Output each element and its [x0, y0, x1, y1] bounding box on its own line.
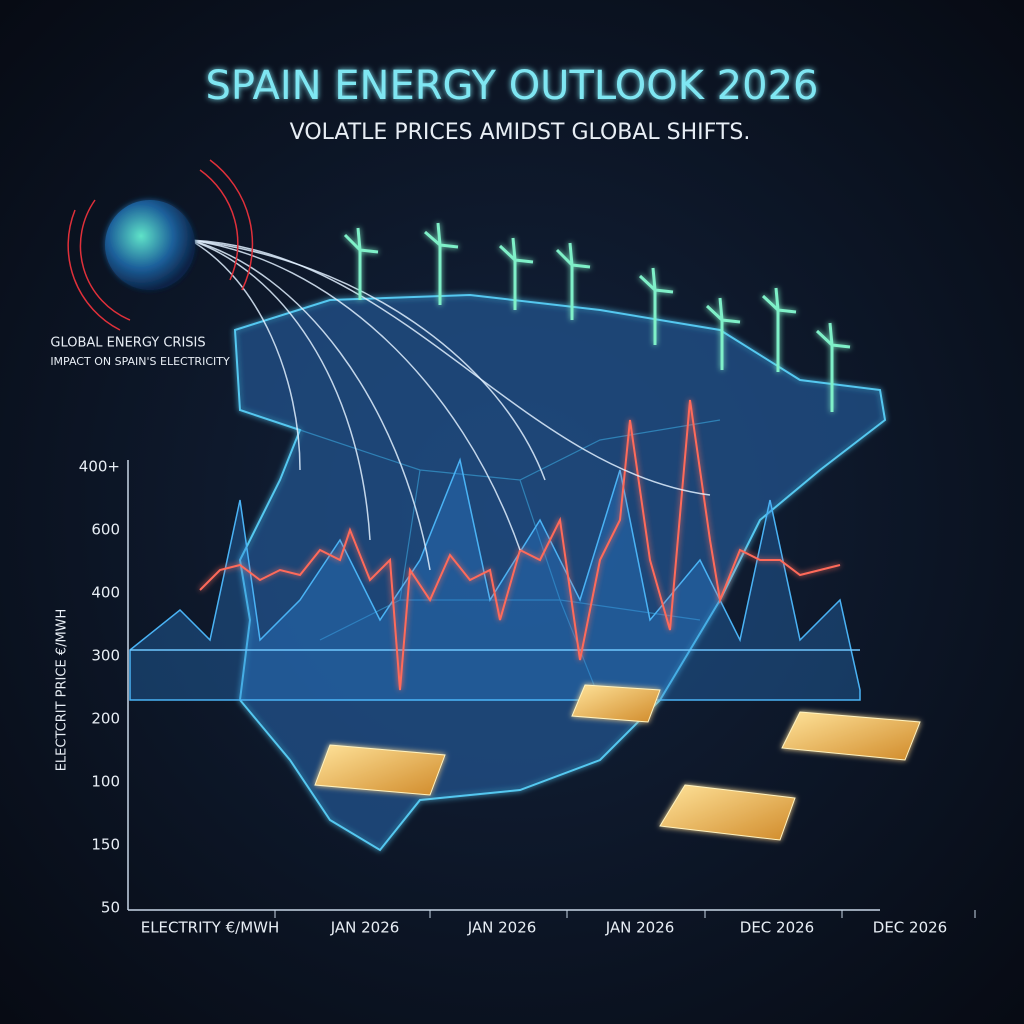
y-tick-label: 100 — [91, 773, 120, 791]
y-tick-label: 50 — [101, 899, 120, 917]
x-tick-label: JAN 2026 — [605, 919, 675, 937]
alert-rings — [67, 159, 254, 331]
annotation-line1: GLOBAL ENERGY CRISIS — [50, 336, 205, 351]
wind-turbines — [343, 222, 851, 412]
spain-map — [233, 293, 887, 852]
globe — [105, 200, 195, 290]
y-tick-label: 400+ — [79, 458, 120, 476]
x-tick-label: JAN 2026 — [330, 919, 400, 937]
y-tick-label: 300 — [91, 647, 120, 665]
y-tick-label: 600 — [91, 521, 120, 539]
y-tick-label: 200 — [91, 710, 120, 728]
annotation-line2: IMPACT ON SPAIN'S ELECTRICITY — [50, 355, 230, 368]
blue-area — [129, 457, 861, 701]
x-tick-label: DEC 2026 — [740, 919, 814, 937]
y-tick-label: 400 — [91, 584, 120, 602]
y-axis-label: ELECTCRIT PRICE €/MWH — [55, 609, 70, 772]
region-borders — [299, 419, 721, 701]
axes — [127, 460, 880, 911]
x-tick-label: DEC 2026 — [873, 919, 947, 937]
title: SPAIN ENERGY OUTLOOK 2026 — [206, 63, 819, 109]
x-tick-label: JAN 2026 — [467, 919, 537, 937]
connection-lines — [189, 239, 711, 571]
red-line — [199, 399, 841, 691]
subtitle: VOLATLE PRICES AMIDST GLOBAL SHIFTS. — [290, 120, 751, 145]
solar-panels — [314, 684, 921, 841]
y-tick-label: 150 — [91, 836, 120, 854]
x-tick-label: ELECTRITY €/MWH — [141, 919, 280, 937]
